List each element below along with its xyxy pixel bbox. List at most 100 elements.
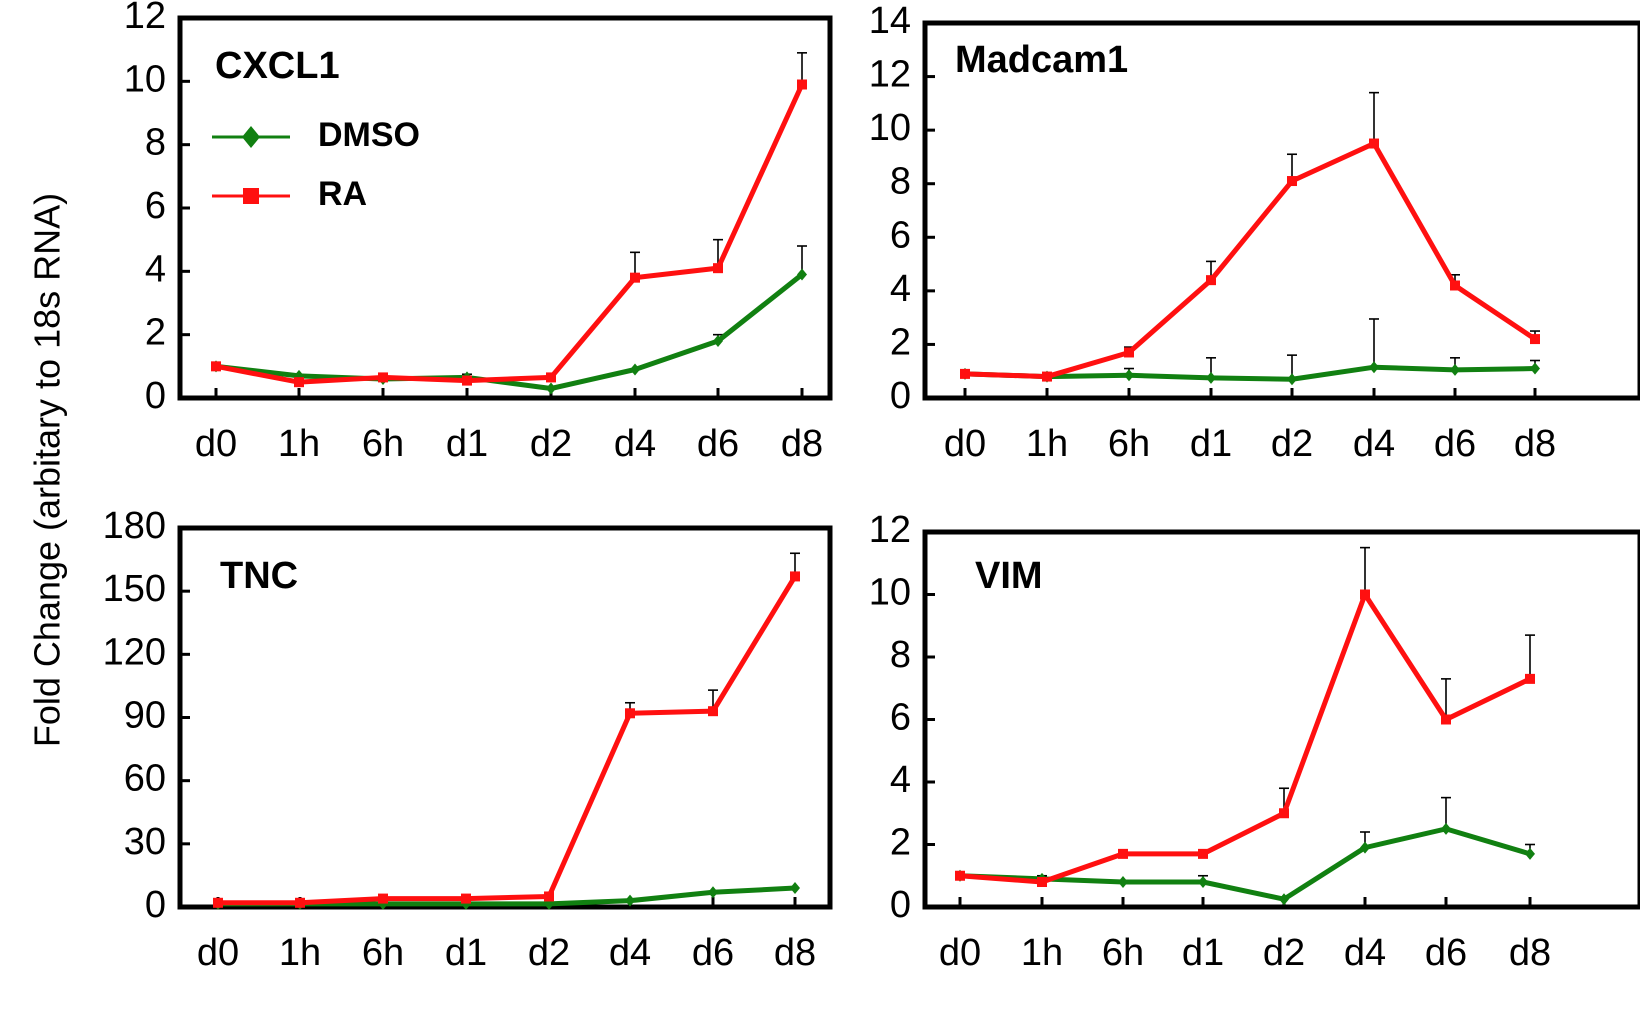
data-point xyxy=(1206,275,1216,286)
x-tick-label: d6 xyxy=(1434,423,1476,465)
panel-title: CXCL1 xyxy=(215,45,340,87)
y-tick-label: 90 xyxy=(124,695,166,737)
data-point xyxy=(1525,673,1535,684)
y-tick-label: 6 xyxy=(145,185,166,227)
data-point xyxy=(1118,848,1128,859)
data-point xyxy=(378,372,388,383)
data-point xyxy=(1441,714,1451,725)
y-tick-label: 2 xyxy=(890,822,911,864)
x-tick-label: 6h xyxy=(1102,932,1144,974)
y-tick-label: 2 xyxy=(145,312,166,354)
series-line xyxy=(218,575,798,906)
y-tick-label: 12 xyxy=(124,0,166,37)
panel-title: VIM xyxy=(975,555,1043,597)
y-tick-label: 6 xyxy=(890,697,911,739)
data-point xyxy=(1042,371,1052,382)
y-tick-label: 8 xyxy=(145,122,166,164)
y-tick-label: 12 xyxy=(869,54,911,96)
y-tick-label: 4 xyxy=(890,268,911,310)
data-point xyxy=(1530,334,1540,345)
data-point xyxy=(1037,877,1047,887)
y-tick-label: 10 xyxy=(124,58,166,100)
x-tick-label: d2 xyxy=(1271,423,1313,465)
x-tick-label: 1h xyxy=(278,423,320,465)
series-ra xyxy=(960,91,1540,382)
panel-vim: 0 2 4 6 8 10 12 d0 1h 6h d1 d2 d4 d6 d8 VIM xyxy=(869,509,1640,974)
data-point xyxy=(630,363,640,376)
x-tick-label: d2 xyxy=(530,423,572,465)
y-tick-label: 14 xyxy=(869,0,911,42)
panel-tnc: 0 30 60 90 120 150 180 d0 1h 6h d1 d2 d4 d6 d8 TNC xyxy=(103,505,833,974)
data-point xyxy=(1530,362,1540,375)
y-tick-label: 120 xyxy=(103,631,166,673)
series-line xyxy=(215,272,804,391)
chart-panels: 0 2 4 6 8 10 12 d0 1h 6h d1 d2 d4 d6 d8 CXCL1 DMSO RA 0 2 4 6… xyxy=(103,0,1640,974)
y-tick-label: 6 xyxy=(890,214,911,256)
data-point xyxy=(1198,876,1208,888)
legend-label-ra: RA xyxy=(318,175,367,213)
data-point xyxy=(1360,589,1370,600)
series-line xyxy=(959,592,1532,885)
data-point xyxy=(1124,369,1134,382)
data-point xyxy=(462,375,472,386)
data-point xyxy=(294,377,304,388)
y-tick-label: 30 xyxy=(124,821,166,863)
x-tick-label: d0 xyxy=(939,932,981,974)
data-point xyxy=(378,893,388,904)
x-tick-label: d2 xyxy=(528,932,570,974)
data-point xyxy=(625,894,635,907)
x-tick-label: d4 xyxy=(1344,932,1386,974)
x-tick-label: d1 xyxy=(445,932,487,974)
y-tick-label: 2 xyxy=(890,321,911,363)
x-tick-label: d1 xyxy=(446,423,488,465)
x-tick-label: d4 xyxy=(614,423,656,465)
data-point xyxy=(1279,893,1289,906)
data-point xyxy=(461,893,471,904)
data-point xyxy=(955,870,965,881)
x-tick-label: d4 xyxy=(609,932,651,974)
data-point xyxy=(708,886,718,899)
x-tick-label: d0 xyxy=(944,423,986,465)
x-tick-label: d8 xyxy=(1514,423,1556,465)
x-tick-label: d0 xyxy=(195,423,237,465)
panel-cxcl1: 0 2 4 6 8 10 12 d0 1h 6h d1 d2 d4 d6 d8 CXCL1 DMSO RA xyxy=(124,0,833,465)
data-point xyxy=(1525,847,1535,860)
data-point xyxy=(713,335,723,347)
x-tick-label: d1 xyxy=(1182,932,1224,974)
data-point xyxy=(1450,363,1460,376)
legend: DMSO RA xyxy=(212,116,420,213)
data-point xyxy=(1279,808,1289,819)
data-point xyxy=(1450,280,1460,291)
series-line xyxy=(964,364,1536,382)
y-tick-label: 60 xyxy=(124,758,166,800)
x-tick-label: d4 xyxy=(1353,423,1395,465)
panel-madcam1: 0 2 4 6 8 10 12 14 d0 1h 6h d1 d2 d4 d6 d8 Madcam1 xyxy=(869,0,1640,465)
legend-marker xyxy=(242,126,260,148)
y-tick-label: 10 xyxy=(869,107,911,149)
data-point xyxy=(790,571,800,582)
x-tick-label: 1h xyxy=(1026,423,1068,465)
legend-label-dmso: DMSO xyxy=(318,116,420,154)
x-tick-label: 6h xyxy=(362,932,404,974)
data-point xyxy=(544,891,554,902)
data-point xyxy=(1441,822,1451,835)
y-tick-label: 150 xyxy=(103,568,166,610)
x-tick-label: d0 xyxy=(197,932,239,974)
data-point xyxy=(1369,138,1379,149)
x-tick-label: 1h xyxy=(279,932,321,974)
data-point xyxy=(546,372,556,383)
series-dmso xyxy=(960,318,1540,386)
y-tick-label: 4 xyxy=(890,759,911,801)
data-point xyxy=(1369,361,1379,374)
data-point xyxy=(960,368,970,379)
y-tick-label: 0 xyxy=(890,375,911,417)
x-tick-label: d8 xyxy=(781,423,823,465)
data-point xyxy=(211,361,221,372)
data-point xyxy=(295,897,305,908)
data-point xyxy=(1287,176,1297,187)
data-point xyxy=(1118,876,1128,888)
data-point xyxy=(1206,371,1216,384)
y-tick-label: 10 xyxy=(869,572,911,614)
legend-marker xyxy=(243,188,259,204)
